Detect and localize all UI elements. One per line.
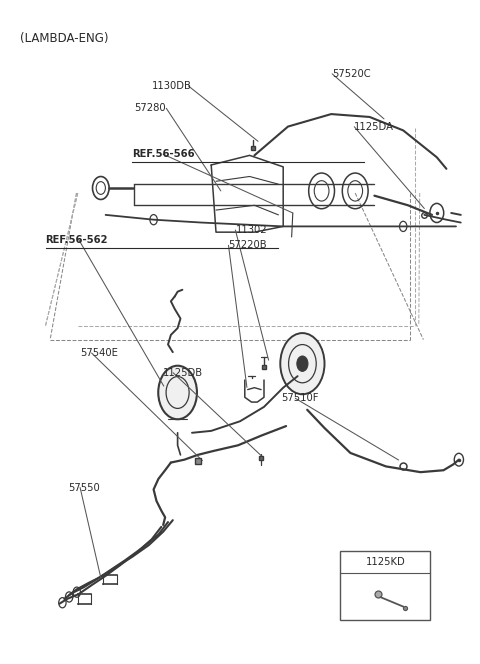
Text: (LAMBDA-ENG): (LAMBDA-ENG) (20, 33, 108, 45)
Text: 57520C: 57520C (332, 69, 371, 79)
Circle shape (280, 333, 324, 394)
Text: 1125DB: 1125DB (163, 368, 203, 378)
Text: 57220B: 57220B (228, 240, 267, 250)
Text: 1125KD: 1125KD (365, 557, 405, 567)
Circle shape (158, 366, 197, 419)
Circle shape (297, 356, 308, 371)
Text: 11302: 11302 (235, 225, 267, 235)
Text: 1130DB: 1130DB (152, 81, 192, 91)
Text: REF.56-562: REF.56-562 (46, 234, 108, 244)
Bar (340, 551, 430, 620)
Text: 57540E: 57540E (80, 348, 118, 358)
Text: REF.56-566: REF.56-566 (132, 149, 194, 159)
Text: 1125DA: 1125DA (354, 122, 394, 131)
Text: 57280: 57280 (135, 104, 166, 114)
Text: 57550: 57550 (69, 483, 100, 493)
Text: 57510F: 57510F (281, 393, 319, 403)
